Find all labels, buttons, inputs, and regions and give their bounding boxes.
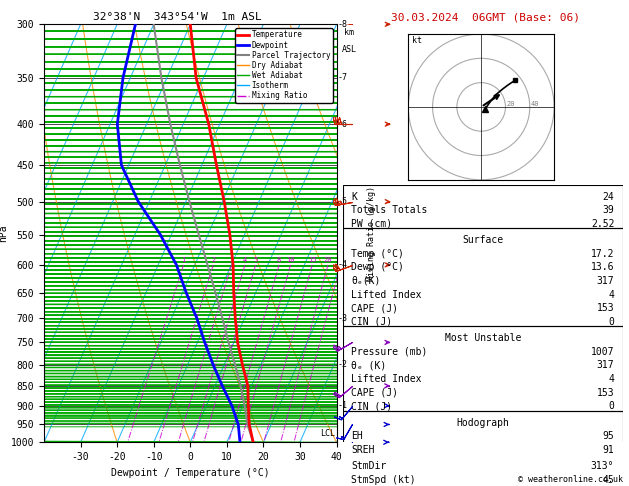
Text: 20: 20 [507, 101, 515, 107]
Text: -3: -3 [338, 314, 348, 323]
X-axis label: Dewpoint / Temperature (°C): Dewpoint / Temperature (°C) [111, 468, 270, 478]
Y-axis label: hPa: hPa [0, 225, 8, 242]
Text: Lifted Index: Lifted Index [351, 374, 421, 384]
Text: 313°: 313° [591, 461, 615, 471]
Text: 45: 45 [603, 475, 615, 485]
Text: LCL: LCL [320, 429, 335, 438]
Text: 3: 3 [230, 257, 233, 263]
Text: 13.6: 13.6 [591, 262, 615, 272]
Text: θₑ(K): θₑ(K) [351, 276, 381, 286]
Text: 4: 4 [608, 374, 615, 384]
Text: Mixing Ratio (g/kg): Mixing Ratio (g/kg) [367, 186, 376, 281]
Text: Pressure (mb): Pressure (mb) [351, 347, 428, 357]
Bar [343, 411, 623, 454]
Bar [343, 327, 623, 411]
Text: 10: 10 [286, 257, 295, 263]
Text: -4: -4 [338, 260, 348, 269]
Text: © weatheronline.co.uk: © weatheronline.co.uk [518, 474, 623, 484]
Text: 153: 153 [597, 388, 615, 398]
Text: θₑ (K): θₑ (K) [351, 361, 386, 370]
Text: 1: 1 [181, 257, 186, 263]
Text: 2.52: 2.52 [591, 219, 615, 229]
Text: 91: 91 [603, 445, 615, 455]
Text: SREH: SREH [351, 445, 375, 455]
Text: PW (cm): PW (cm) [351, 219, 392, 229]
Text: -8: -8 [338, 20, 348, 29]
Text: K: K [351, 191, 357, 202]
Text: EH: EH [351, 431, 363, 441]
Text: 95: 95 [603, 431, 615, 441]
Text: km: km [344, 29, 354, 37]
Text: Most Unstable: Most Unstable [445, 333, 521, 343]
Text: 0: 0 [608, 317, 615, 327]
Text: Temp (°C): Temp (°C) [351, 249, 404, 259]
Text: 5: 5 [253, 257, 258, 263]
Text: -5: -5 [338, 197, 348, 206]
Text: 32°38'N  343°54'W  1m ASL: 32°38'N 343°54'W 1m ASL [93, 12, 262, 22]
Bar [343, 185, 623, 228]
Text: 0: 0 [608, 401, 615, 412]
Text: 40: 40 [531, 101, 540, 107]
Text: CAPE (J): CAPE (J) [351, 303, 398, 313]
Text: kt: kt [412, 35, 422, 45]
Text: 317: 317 [597, 276, 615, 286]
Text: CAPE (J): CAPE (J) [351, 388, 398, 398]
Text: CIN (J): CIN (J) [351, 317, 392, 327]
Text: -1: -1 [338, 401, 348, 410]
Text: 15: 15 [308, 257, 316, 263]
Text: 2: 2 [211, 257, 215, 263]
Text: CIN (J): CIN (J) [351, 401, 392, 412]
Text: Totals Totals: Totals Totals [351, 205, 428, 215]
Text: 153: 153 [597, 303, 615, 313]
Text: StmSpd (kt): StmSpd (kt) [351, 475, 416, 485]
Text: 4: 4 [608, 290, 615, 300]
Text: Lifted Index: Lifted Index [351, 290, 421, 300]
Text: 30.03.2024  06GMT (Base: 06): 30.03.2024 06GMT (Base: 06) [391, 12, 581, 22]
Text: -2: -2 [338, 360, 348, 369]
Text: 4: 4 [243, 257, 247, 263]
Legend: Temperature, Dewpoint, Parcel Trajectory, Dry Adiabat, Wet Adiabat, Isotherm, Mi: Temperature, Dewpoint, Parcel Trajectory… [235, 28, 333, 103]
Text: Surface: Surface [462, 235, 503, 245]
Text: -6: -6 [338, 120, 348, 129]
Text: ASL: ASL [342, 45, 357, 54]
Text: Hodograph: Hodograph [456, 417, 509, 428]
Text: 1007: 1007 [591, 347, 615, 357]
Text: 20: 20 [324, 257, 332, 263]
Text: 17.2: 17.2 [591, 249, 615, 259]
Text: Dewp (°C): Dewp (°C) [351, 262, 404, 272]
Text: 24: 24 [603, 191, 615, 202]
Text: -7: -7 [338, 73, 348, 82]
Text: StmDir: StmDir [351, 461, 386, 471]
Text: 8: 8 [277, 257, 281, 263]
Text: 39: 39 [603, 205, 615, 215]
Text: 317: 317 [597, 361, 615, 370]
Bar [343, 228, 623, 327]
